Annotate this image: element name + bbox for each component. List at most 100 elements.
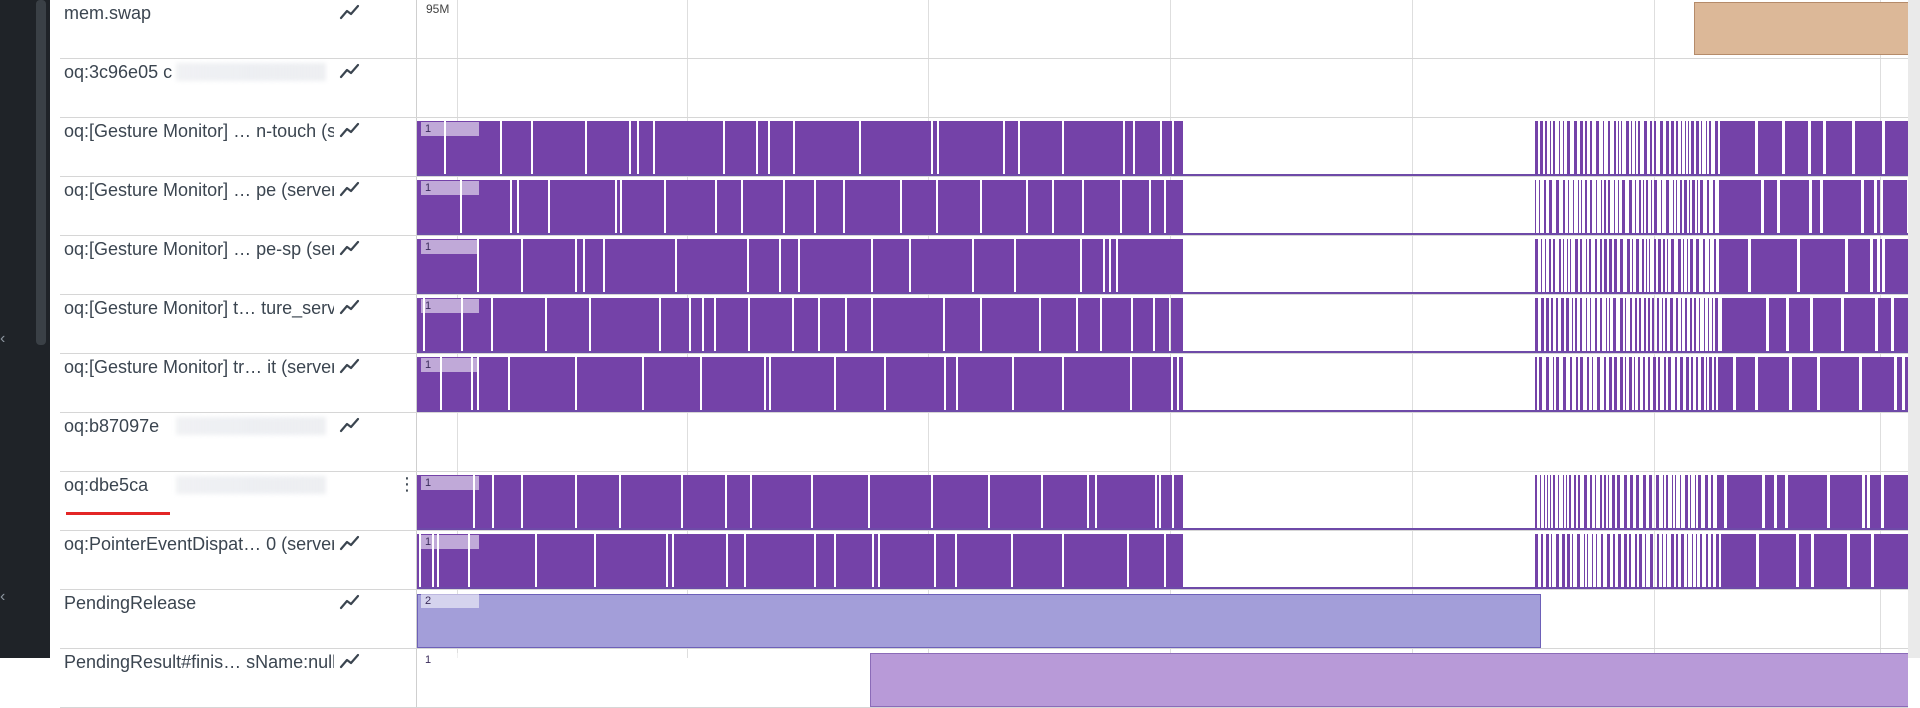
slice[interactable]	[1799, 534, 1811, 589]
slice[interactable]	[674, 534, 726, 589]
slice[interactable]	[1687, 239, 1688, 294]
slice[interactable]	[1596, 180, 1597, 235]
track-timeline[interactable]: 1	[416, 177, 1908, 235]
slice[interactable]	[1636, 239, 1639, 294]
track-title[interactable]: oq:3c96e05 c	[64, 59, 334, 85]
collapse-chevron-icon[interactable]: ‹	[0, 330, 6, 347]
slice[interactable]	[982, 298, 1039, 353]
slice[interactable]	[1650, 121, 1652, 176]
slice[interactable]	[596, 534, 666, 589]
slice[interactable]	[1550, 475, 1551, 530]
slice[interactable]	[655, 121, 723, 176]
line-chart-icon[interactable]	[338, 61, 360, 81]
slice[interactable]	[1648, 298, 1650, 353]
track-title[interactable]: oq:dbe5ca	[64, 472, 334, 498]
slice[interactable]	[1546, 534, 1549, 589]
slice[interactable]	[794, 298, 818, 353]
slice[interactable]	[1613, 534, 1615, 589]
slice[interactable]	[1704, 298, 1705, 353]
slice[interactable]	[417, 534, 419, 589]
slice[interactable]	[1855, 121, 1882, 176]
slice[interactable]	[1812, 180, 1820, 235]
track-title[interactable]: oq:[Gesture Monitor] … pe-sp (ser	[64, 239, 334, 259]
slice[interactable]	[1569, 475, 1571, 530]
slice[interactable]	[1580, 298, 1582, 353]
line-chart-icon[interactable]	[338, 179, 360, 199]
slice[interactable]	[1572, 298, 1573, 353]
slice[interactable]	[494, 475, 521, 530]
slice[interactable]	[1609, 239, 1612, 294]
slice[interactable]	[1614, 121, 1616, 176]
slice[interactable]	[749, 239, 779, 294]
slice[interactable]	[1715, 298, 1718, 353]
slice[interactable]	[1705, 475, 1708, 530]
slice[interactable]	[1550, 121, 1551, 176]
slice[interactable]	[1535, 357, 1537, 412]
slice[interactable]	[874, 534, 878, 589]
slice[interactable]	[1721, 534, 1756, 589]
slice[interactable]	[1097, 475, 1155, 530]
slice[interactable]	[1535, 239, 1538, 294]
slice[interactable]	[1884, 475, 1908, 530]
slice[interactable]	[1166, 534, 1183, 589]
slice[interactable]	[1586, 298, 1587, 353]
slice[interactable]	[771, 357, 834, 412]
slice[interactable]	[479, 239, 521, 294]
slice[interactable]	[1566, 298, 1569, 353]
slice[interactable]	[1585, 180, 1587, 235]
slice[interactable]	[1102, 298, 1131, 353]
slice[interactable]	[933, 121, 937, 176]
slice[interactable]	[1630, 475, 1633, 530]
slice[interactable]	[938, 180, 980, 235]
slice[interactable]	[1688, 121, 1689, 176]
slice[interactable]	[1580, 357, 1583, 412]
slice[interactable]	[1609, 298, 1610, 353]
vertical-scrollbar[interactable]	[1908, 0, 1920, 658]
track-row[interactable]: oq:PointerEventDispat… 0 (server) 1	[60, 531, 1908, 590]
slice[interactable]	[1535, 121, 1538, 176]
slice[interactable]	[577, 239, 583, 294]
slice[interactable]	[1712, 298, 1713, 353]
slice[interactable]	[1685, 298, 1687, 353]
slice[interactable]	[1580, 239, 1582, 294]
line-chart-icon[interactable]	[338, 651, 360, 671]
slice[interactable]	[622, 180, 664, 235]
slice[interactable]	[1567, 534, 1570, 589]
slice[interactable]	[1125, 121, 1133, 176]
slice[interactable]	[1545, 121, 1547, 176]
slice[interactable]	[1626, 121, 1629, 176]
track-timeline[interactable]: 1	[416, 118, 1908, 176]
slice[interactable]	[1559, 239, 1561, 294]
track-timeline[interactable]	[416, 413, 1908, 471]
slice[interactable]	[1587, 534, 1588, 589]
slice[interactable]	[1118, 239, 1183, 294]
slice[interactable]	[1692, 534, 1693, 589]
track-timeline[interactable]	[416, 59, 1908, 117]
line-chart-icon[interactable]	[338, 533, 360, 553]
slice[interactable]	[1751, 239, 1797, 294]
slice[interactable]	[1604, 239, 1607, 294]
slice[interactable]	[1811, 121, 1823, 176]
slice[interactable]	[1713, 180, 1715, 235]
slice[interactable]	[939, 121, 1003, 176]
slice[interactable]	[1709, 357, 1712, 412]
slice[interactable]	[1567, 121, 1570, 176]
slice[interactable]	[873, 239, 909, 294]
slice[interactable]	[1680, 180, 1682, 235]
slice[interactable]	[1556, 298, 1558, 353]
slice[interactable]	[1646, 239, 1647, 294]
track-row[interactable]: oq:[Gesture Monitor] … pe-sp (ser 1	[60, 236, 1908, 295]
slice[interactable]	[1601, 180, 1602, 235]
slice[interactable]	[1625, 298, 1626, 353]
slice[interactable]	[1666, 121, 1669, 176]
track-timeline[interactable]: 1	[416, 354, 1908, 412]
slice[interactable]	[1621, 121, 1622, 176]
track-title[interactable]: PendingResult#finis… sName:null	[64, 652, 334, 672]
slice[interactable]	[1574, 121, 1577, 176]
slice[interactable]	[1556, 180, 1559, 235]
slice[interactable]	[870, 653, 1908, 707]
track-row[interactable]: PendingRelease 2	[60, 590, 1908, 649]
slice[interactable]	[585, 239, 603, 294]
slice[interactable]	[1603, 121, 1604, 176]
slice[interactable]	[1580, 121, 1583, 176]
